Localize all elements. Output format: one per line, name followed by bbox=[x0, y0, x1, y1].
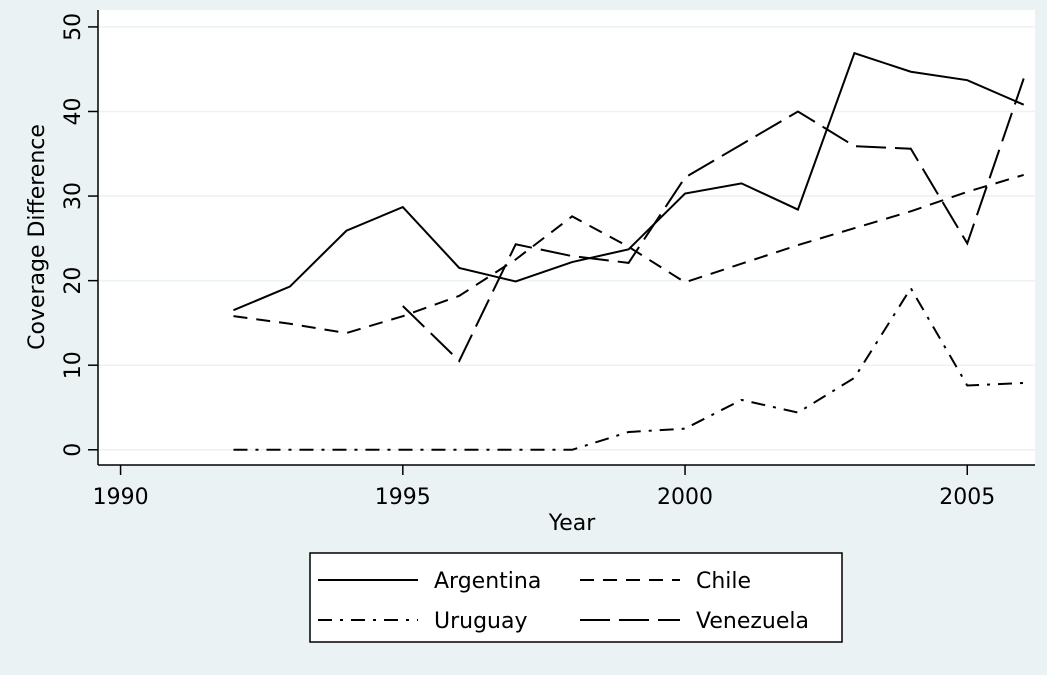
x-axis-title: Year bbox=[548, 511, 597, 536]
legend-label: Venezuela bbox=[696, 609, 809, 634]
y-tick-label: 20 bbox=[61, 267, 86, 295]
y-tick-label: 10 bbox=[61, 351, 86, 379]
y-axis-title: Coverage Difference bbox=[25, 124, 50, 350]
y-tick-label: 40 bbox=[61, 97, 86, 125]
x-tick-label: 2000 bbox=[657, 485, 713, 510]
y-tick-label: 50 bbox=[61, 13, 86, 41]
x-tick-label: 2005 bbox=[939, 485, 995, 510]
y-tick-label: 0 bbox=[61, 443, 86, 457]
plot-area bbox=[98, 10, 1035, 465]
series-line bbox=[233, 51, 1025, 312]
y-tick-label: 30 bbox=[61, 182, 86, 210]
legend-label: Uruguay bbox=[434, 609, 528, 634]
x-tick-label: 1995 bbox=[375, 485, 431, 510]
legend-label: Argentina bbox=[434, 569, 541, 594]
series-line bbox=[233, 173, 1024, 335]
legend bbox=[309, 552, 843, 643]
series-line bbox=[402, 78, 1025, 363]
x-tick-label: 1990 bbox=[93, 485, 149, 510]
legend-label: Chile bbox=[696, 569, 751, 594]
series-line bbox=[233, 286, 1024, 451]
